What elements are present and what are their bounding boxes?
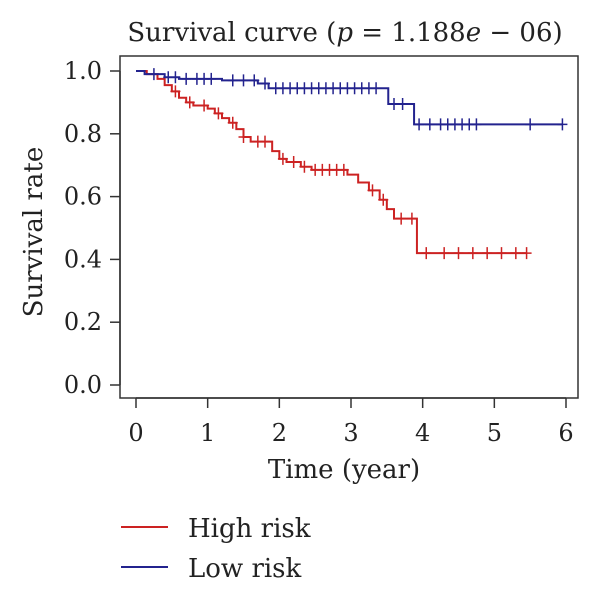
censor-mark-low-risk-6 [206, 72, 217, 85]
legend-label-low-risk: Low risk [188, 554, 302, 584]
censor-mark-low-risk-28 [414, 118, 425, 131]
censor-mark-low-risk-26 [389, 97, 399, 110]
censor-mark-low-risk-27 [397, 97, 408, 110]
censor-mark-high-risk-25 [496, 247, 507, 260]
censor-mark-low-risk-3 [181, 72, 192, 85]
censor-mark-high-risk-23 [467, 247, 478, 260]
censor-mark-high-risk-24 [482, 247, 493, 260]
censor-mark-high-risk-22 [453, 247, 464, 260]
x-tick-label-2: 2 [272, 419, 287, 447]
censor-mark-high-risk-15 [338, 163, 349, 176]
y-axis: 0.0 0.2 0.4 0.6 0.8 1.0 [64, 57, 121, 399]
censor-mark-low-risk-8 [238, 74, 249, 87]
censor-mark-low-risk-7 [227, 74, 238, 87]
x-axis: 0 1 2 3 4 5 6 [128, 397, 574, 447]
censor-mark-high-risk-5 [238, 130, 249, 143]
censor-mark-high-risk-20 [421, 247, 432, 260]
legend-label-high-risk: High risk [188, 514, 311, 544]
plot-frame [119, 55, 579, 399]
title-p-symbol: p [336, 18, 353, 48]
censor-mark-low-risk-29 [424, 118, 435, 131]
x-tick-label-6: 6 [558, 419, 573, 447]
censor-mark-high-risk-18 [396, 212, 407, 225]
title-middle: = 1.188 [353, 18, 466, 48]
chart-title: Survival curve (p = 1.188e − 06) [127, 18, 562, 48]
censor-mark-high-risk-9 [288, 156, 299, 169]
y-axis-label: Survival rate [19, 147, 49, 318]
censor-mark-low-risk-0 [148, 68, 159, 81]
x-tick-label-1: 1 [200, 419, 215, 447]
title-e-symbol: e [466, 18, 481, 48]
censor-mark-low-risk-10 [260, 77, 270, 90]
censor-mark-high-risk-4 [227, 116, 238, 129]
censor-mark-low-risk-37 [557, 118, 568, 131]
censor-mark-high-risk-10 [299, 160, 310, 173]
x-tick-label-5: 5 [487, 419, 502, 447]
y-tick-label-0: 0.0 [64, 371, 102, 399]
x-axis-label: Time (year) [268, 455, 420, 485]
y-tick-label-4: 0.8 [64, 120, 102, 148]
series-layer [136, 68, 568, 260]
censor-mark-high-risk-3 [213, 107, 224, 120]
censor-mark-high-risk-8 [277, 152, 288, 165]
censor-mark-high-risk-17 [378, 193, 389, 206]
series-line-high-risk [136, 70, 527, 255]
censor-mark-high-risk-1 [184, 96, 195, 109]
censor-mark-low-risk-25 [371, 82, 382, 95]
y-tick-label-5: 1.0 [64, 57, 102, 85]
y-tick-label-3: 0.6 [64, 183, 102, 211]
x-tick-label-0: 0 [128, 419, 143, 447]
title-prefix: Survival curve ( [127, 18, 336, 48]
censor-mark-high-risk-2 [199, 99, 210, 112]
censor-mark-high-risk-7 [260, 135, 270, 148]
x-tick-label-4: 4 [415, 419, 430, 447]
x-tick-label-3: 3 [343, 419, 358, 447]
censor-mark-high-risk-26 [510, 247, 521, 260]
y-tick-label-1: 0.2 [64, 308, 102, 336]
censor-mark-high-risk-27 [521, 247, 532, 260]
censor-mark-high-risk-19 [406, 212, 417, 225]
censor-mark-low-risk-36 [525, 118, 536, 131]
y-tick-label-2: 0.4 [64, 245, 102, 273]
censor-mark-low-risk-35 [471, 118, 482, 131]
title-suffix: − 06) [481, 18, 563, 48]
censor-mark-low-risk-2 [170, 71, 181, 84]
censor-mark-high-risk-16 [367, 184, 378, 197]
censor-mark-high-risk-21 [439, 247, 450, 260]
censor-mark-low-risk-9 [249, 74, 260, 87]
censor-mark-high-risk-0 [170, 85, 181, 98]
legend: High risk Low risk [121, 514, 311, 584]
